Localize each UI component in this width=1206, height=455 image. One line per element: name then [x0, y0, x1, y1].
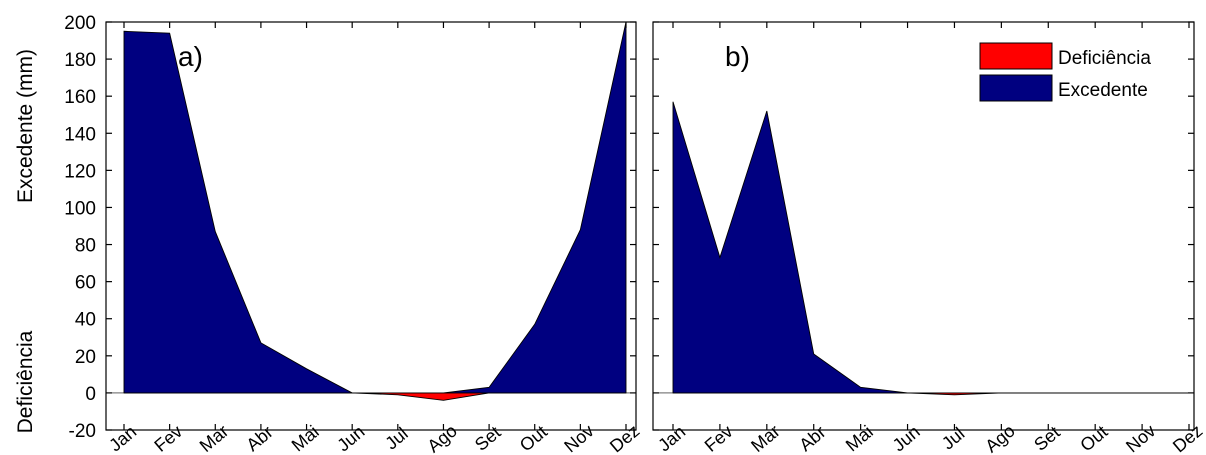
x-tick-label-abr-a: Abr: [242, 422, 276, 455]
y-tick-label: 160: [64, 87, 96, 108]
x-tick-label-set-a: Set: [471, 422, 505, 455]
x-tick-label-mai-a: Mai: [288, 421, 323, 455]
y-tick-label: 120: [64, 161, 96, 182]
y-tick-label: -20: [69, 421, 96, 442]
legend-swatch-deficiencia: [979, 42, 1053, 70]
y-tick-label: 100: [64, 198, 96, 219]
y-tick-label: 60: [75, 273, 96, 294]
plot-frame-a: [105, 21, 637, 431]
x-tick-label-ago-b: Ago: [981, 421, 1018, 455]
x-tick-label-jul-a: Jul: [381, 423, 411, 453]
panel-a: Jan Fev Mar Abr Mai Jun Jul Ago Set Out Nov Dez a): [105, 21, 643, 455]
legend-label-deficiencia: Deficiência: [1058, 48, 1151, 69]
x-tick-label-nov-b: Nov: [1122, 421, 1159, 455]
legend: Deficiência Excedente: [979, 42, 1151, 102]
x-tick-label-jan-b: Jan: [654, 421, 689, 455]
y-axis-title-deficiencia: Deficiência: [14, 330, 37, 433]
y-axis: -20 0 20 40 60 80 100 120 140 160 180 200: [64, 13, 96, 442]
y-axis-title-excedente: Excedente (mm): [14, 49, 37, 203]
x-tick-label-jun-a: Jun: [333, 421, 368, 455]
x-tick-label-fev-a: Fev: [150, 421, 186, 455]
x-tick-label-abr-b: Abr: [795, 422, 829, 455]
x-tick-label-set-b: Set: [1030, 422, 1064, 455]
x-tick-label-nov-a: Nov: [560, 421, 597, 455]
panel-label-b: b): [725, 41, 750, 72]
x-tick-label-mar-b: Mar: [747, 421, 784, 455]
x-tick-label-out-a: Out: [516, 421, 551, 455]
area-series-deficiencia-a: [124, 392, 626, 401]
panel-label-a: a): [178, 41, 203, 72]
y-tick-label: 80: [75, 236, 96, 257]
x-tick-label-jun-b: Jun: [889, 421, 924, 455]
x-tick-label-jan-a: Jan: [105, 421, 140, 455]
x-tick-label-mai-b: Mai: [842, 421, 877, 455]
legend-label-excedente: Excedente: [1058, 80, 1148, 101]
x-tick-label-dez-a: Dez: [606, 421, 643, 455]
y-tick-label: 200: [64, 13, 96, 34]
y-tick-label: 0: [85, 384, 96, 405]
x-tick-label-out-b: Out: [1076, 421, 1111, 455]
legend-swatch-excedente: [979, 74, 1053, 102]
x-tick-label-fev-b: Fev: [701, 421, 737, 455]
area-series-excedente-b: [672, 101, 1189, 394]
plot-frame-b: [652, 21, 1195, 431]
x-tick-label-mar-a: Mar: [196, 421, 233, 455]
area-series-excedente-a: [123, 21, 627, 394]
y-tick-label: 40: [75, 310, 96, 331]
y-tick-label: 140: [64, 124, 96, 145]
x-tick-label-jul-b: Jul: [938, 423, 968, 453]
x-tick-label-dez-b: Dez: [1169, 421, 1206, 455]
y-tick-label: 20: [75, 347, 96, 368]
x-tick-label-ago-a: Ago: [423, 421, 460, 455]
y-tick-label: 180: [64, 50, 96, 71]
